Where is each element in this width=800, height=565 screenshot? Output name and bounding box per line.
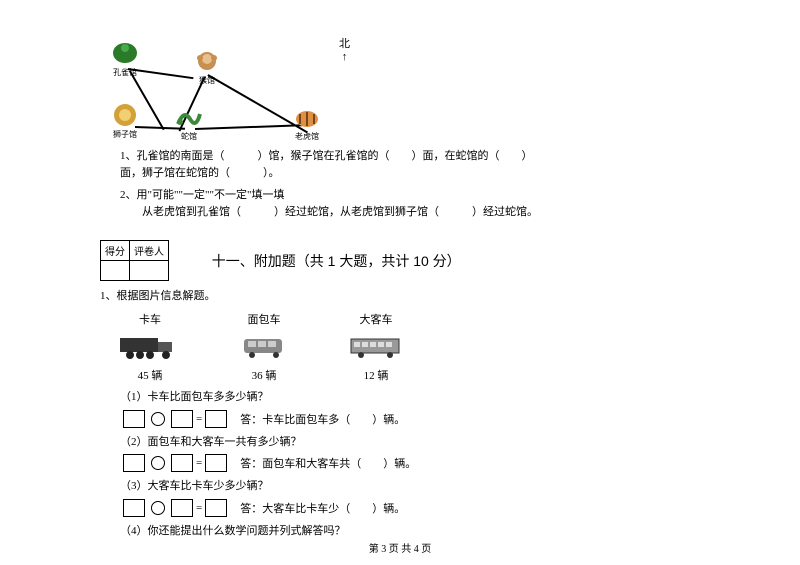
bus-column: 大客车 12 辆 <box>348 311 404 383</box>
q2-text: ）经过蛇馆，从老虎馆到狮子馆（ <box>274 206 439 218</box>
equals-sign: = <box>196 457 202 469</box>
q1-text: ）。 <box>263 167 280 179</box>
peacock-spot: 孔雀馆 <box>106 40 144 78</box>
question-2: 2、用"可能""一定""不一定"填一填 从老虎馆到孔雀馆（ ）经过蛇馆，从老虎馆… <box>120 187 700 220</box>
grader-cell[interactable] <box>130 261 169 281</box>
grader-header: 评卷人 <box>130 241 169 261</box>
q1-text: ） <box>522 150 533 162</box>
peacock-icon <box>110 40 140 66</box>
equation-2: = 答：面包车和大客车共（ ）辆。 <box>120 454 700 472</box>
answer-text-2: 答：面包车和大客车共（ ）辆。 <box>240 455 416 471</box>
question-1: 1、孔雀馆的南面是（ ）馆，猴子馆在孔雀馆的（ ）面，在蛇馆的（ ） 面，狮子馆… <box>120 148 700 181</box>
van-icon <box>240 331 288 363</box>
subq-3: （3）大客车比卡车少多少辆？ <box>120 478 700 496</box>
answer-box[interactable] <box>171 454 193 472</box>
blank[interactable] <box>390 148 412 165</box>
zoo-map: 孔雀馆 猴馆 狮子馆 蛇馆 老虎馆 北 ↑ <box>100 30 370 140</box>
lion-spot: 狮子馆 <box>106 102 144 140</box>
arrow-icon: ↑ <box>339 51 350 63</box>
bus-icon <box>348 331 404 363</box>
score-header: 得分 <box>101 241 130 261</box>
tiger-spot: 老虎馆 <box>288 104 326 142</box>
score-cell[interactable] <box>101 261 130 281</box>
q2-text: ）经过蛇馆。 <box>472 206 538 218</box>
peacock-label: 孔雀馆 <box>113 67 137 78</box>
operator-circle[interactable] <box>151 456 165 470</box>
blank[interactable] <box>225 148 258 165</box>
page-footer: 第 3 页 共 4 页 <box>0 540 800 555</box>
section-title: 十一、附加题（共 1 大题，共计 10 分） <box>212 251 461 271</box>
answer-text-1: 答：卡车比面包车多（ ）辆。 <box>240 411 405 427</box>
blank[interactable] <box>241 204 274 221</box>
q1-text: 1、孔雀馆的南面是（ <box>120 150 225 162</box>
equation-3: = 答：大客车比卡车少（ ）辆。 <box>120 499 700 517</box>
answer-box[interactable] <box>123 454 145 472</box>
snake-label: 蛇馆 <box>181 131 197 142</box>
truck-icon <box>120 331 180 363</box>
truck-name: 卡车 <box>120 311 180 327</box>
blank[interactable] <box>230 165 263 182</box>
answer-box[interactable] <box>171 410 193 428</box>
subq-2: （2）面包车和大客车一共有多少辆？ <box>120 434 700 452</box>
answer-box[interactable] <box>123 499 145 517</box>
truck-column: 卡车 45 辆 <box>120 311 180 383</box>
answer-box[interactable] <box>205 499 227 517</box>
snake-spot: 蛇馆 <box>170 104 208 142</box>
q3-header: 1、根据图片信息解题。 <box>100 287 700 303</box>
subq-4: （4）你还能提出什么数学问题并列式解答吗？ <box>120 523 700 541</box>
bus-name: 大客车 <box>348 311 404 327</box>
answer-box[interactable] <box>205 454 227 472</box>
tiger-label: 老虎馆 <box>295 131 319 142</box>
equals-sign: = <box>196 502 202 514</box>
monkey-spot: 猴馆 <box>188 48 226 86</box>
van-name: 面包车 <box>240 311 288 327</box>
equation-1: = 答：卡车比面包车多（ ）辆。 <box>120 410 700 428</box>
tiger-icon <box>292 104 322 130</box>
van-count: 36 辆 <box>240 367 288 383</box>
q2-text: 从老虎馆到孔雀馆（ <box>142 206 241 218</box>
north-label: 北 <box>339 35 350 51</box>
bus-count: 12 辆 <box>348 367 404 383</box>
lion-icon <box>110 102 140 128</box>
answer-box[interactable] <box>171 499 193 517</box>
q1-text: ）面，在蛇馆的（ <box>412 150 500 162</box>
answer-text-3: 答：大客车比卡车少（ ）辆。 <box>240 500 405 516</box>
answer-box[interactable] <box>205 410 227 428</box>
north-arrow: 北 ↑ <box>339 35 350 63</box>
truck-count: 45 辆 <box>120 367 180 383</box>
vehicles-row: 卡车 45 辆 面包车 36 辆 大客车 12 辆 <box>120 311 700 383</box>
snake-icon <box>174 104 204 130</box>
blank[interactable] <box>439 204 472 221</box>
operator-circle[interactable] <box>151 412 165 426</box>
subq-1: （1）卡车比面包车多多少辆？ <box>120 389 700 407</box>
blank[interactable] <box>500 148 522 165</box>
van-column: 面包车 36 辆 <box>240 311 288 383</box>
map-line <box>195 124 302 129</box>
section-header-row: 得分 评卷人 十一、附加题（共 1 大题，共计 10 分） <box>100 226 700 281</box>
monkey-icon <box>192 48 222 74</box>
equals-sign: = <box>196 413 202 425</box>
q1-text: 面，狮子馆在蛇馆的（ <box>120 167 230 179</box>
q2-text: 2、用"可能""一定""不一定"填一填 <box>120 189 284 201</box>
lion-label: 狮子馆 <box>113 129 137 140</box>
score-table: 得分 评卷人 <box>100 240 169 281</box>
monkey-label: 猴馆 <box>199 75 215 86</box>
answer-box[interactable] <box>123 410 145 428</box>
q1-text: ）馆，猴子馆在孔雀馆的（ <box>258 150 390 162</box>
operator-circle[interactable] <box>151 501 165 515</box>
